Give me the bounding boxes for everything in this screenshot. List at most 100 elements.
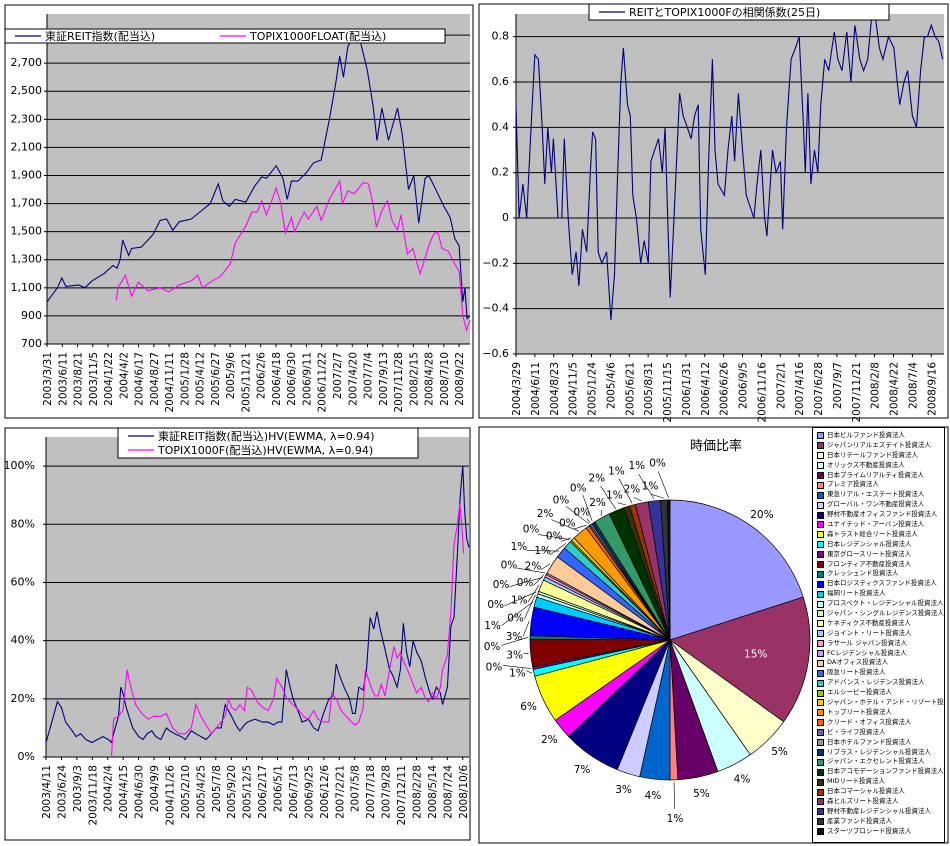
- y-tick-label: 2,500: [11, 84, 43, 97]
- x-tick-label: 2007/5/8: [350, 765, 362, 812]
- x-tick-label: 2003/11/5: [88, 352, 100, 406]
- legend-swatch: [817, 580, 824, 588]
- pie-title: 時価比率: [690, 438, 742, 454]
- x-tick-label: 2006/12/6: [319, 765, 331, 819]
- leader-line: [516, 567, 545, 574]
- pie-slice: [669, 596, 811, 723]
- x-tick-label: 2005/8/31: [643, 362, 655, 416]
- y-tick-label: 0: [502, 211, 509, 224]
- x-tick-label: 2004/1/22: [103, 352, 115, 406]
- plot-area: [516, 14, 944, 354]
- pie-legend-item: 野村不動産オフィスファンド投資法人: [817, 510, 944, 520]
- leader-line: [522, 620, 530, 637]
- legend-label: 東急リアル・エステート投資法人: [827, 490, 925, 499]
- pie-legend-item: 野村不動産レジデンシャル投資法人: [817, 807, 944, 817]
- line-chart-1: 700 900 1,100 1,300 1,500 1,700 1,900 2,100 2,30…: [4, 4, 474, 419]
- leader-line: [566, 506, 589, 524]
- pie-data-label: 0%: [507, 613, 524, 625]
- pie-legend-item: プレミア投資法人: [817, 480, 944, 490]
- legend-label: FCレジデンシャル投資法人: [827, 648, 907, 657]
- pie-data-label: 20%: [750, 509, 773, 521]
- y-tick-label: 1,500: [11, 225, 43, 238]
- x-tick-label: 2008/2/15: [408, 352, 420, 406]
- x-tick-label: 2007/2/7: [332, 352, 344, 399]
- y-tick-label: 0%: [18, 750, 35, 763]
- series-line-2: [110, 503, 465, 758]
- pie-legend-item: DAオフィス投資法人: [817, 658, 944, 668]
- pie-data-label: 0%: [486, 662, 503, 674]
- x-tick-label: 2004/6/11: [530, 362, 542, 416]
- leader-line: [501, 637, 529, 646]
- legend-label: プロスペクト・レジデンシャル投資法人: [827, 599, 944, 608]
- x-tick-label: 2004/11/5: [568, 362, 580, 416]
- legend-label: グローバル・ワン不動産投資法人: [827, 500, 925, 509]
- pie-data-label: 15%: [744, 649, 767, 661]
- legend-label: 日本ビルファンド投資法人: [827, 431, 905, 439]
- series-line-2: [115, 179, 471, 332]
- leader-line: [504, 591, 537, 607]
- x-tick-label: 2006/11/16: [756, 362, 768, 423]
- pie-legend-item: オリックス不動産投資法人: [817, 461, 944, 471]
- leader-line: [533, 574, 545, 586]
- x-tick-label: 2005/12/5: [242, 765, 254, 819]
- x-tick-label: 2005/4/12: [195, 352, 207, 406]
- x-tick-label: 2005/11/15: [662, 362, 674, 423]
- pie-legend-item: クレッシェンド投資法人: [817, 569, 944, 579]
- pie-data-label: 0%: [517, 577, 534, 589]
- legend-label: 森ヒルズリート投資法人: [827, 796, 899, 805]
- legend-label: MIDリート投資法人: [827, 777, 886, 786]
- pie-legend-item: 日本ロジスティクスファンド投資法人: [817, 579, 944, 589]
- pie-data-label: 1%: [511, 595, 528, 607]
- legend-swatch: [817, 719, 824, 727]
- legend-swatch: [817, 481, 824, 489]
- pie-legend-item: ユナイテッド・アーバン投資法人: [817, 520, 944, 530]
- x-tick-label: 2007/12/11: [396, 765, 408, 826]
- x-tick-label: 2007/7/4: [363, 352, 375, 399]
- pie-legend-item: ジャパンリアルエステイト投資法人: [817, 441, 944, 451]
- pie-legend-item: ケネディクス不動産投資法人: [817, 619, 944, 629]
- pie-legend-item: ビ・ライフ投資法人: [817, 728, 944, 738]
- legend-swatch: [817, 610, 824, 618]
- x-tick-label: 2007/9/7: [832, 362, 844, 409]
- pie-data-label: 0%: [570, 483, 587, 495]
- leader-line: [600, 509, 603, 516]
- pie-legend-item: エルシーピー投資法人: [817, 688, 944, 698]
- legend-label: ジャパン・エクセレント投資法人: [827, 757, 925, 766]
- legend-label: ジャパン・シングルレジデンス投資法人: [827, 609, 944, 618]
- pie-data-label: 1%: [509, 667, 526, 679]
- legend-label: 日本コマーシャル投資法人: [827, 787, 905, 796]
- x-tick-label: 2005/1/28: [179, 352, 191, 406]
- x-tick-label: 2008/10/6: [458, 765, 470, 819]
- x-tick-label: 2008/7/4: [907, 362, 919, 409]
- pie-data-label: 7%: [574, 764, 591, 776]
- x-tick-label: 2006/9/11: [301, 352, 313, 406]
- legend-swatch: [817, 600, 824, 608]
- legend-label: エルシーピー投資法人: [827, 688, 892, 697]
- pie-data-label: 5%: [693, 788, 710, 800]
- pie-data-label: 0%: [573, 506, 590, 518]
- x-tick-label: 2004/11/11: [164, 352, 176, 413]
- pie-legend-item: 日本コマーシャル投資法人: [817, 787, 944, 797]
- pie-data-label: 2%: [589, 497, 606, 509]
- x-tick-label: 2004/8/27: [149, 352, 161, 406]
- legend-label: オリックス不動産投資法人: [827, 460, 905, 469]
- legend-swatch: [817, 659, 824, 667]
- line-chart-3: 0% 20% 40% 60% 80% 100% 2003/4/11 2003/6/24 2003…: [4, 427, 471, 841]
- pie-data-label: 3%: [615, 784, 632, 796]
- x-tick-label: 2008/7/24: [442, 765, 454, 819]
- x-tick-label: 2004/11/26: [164, 765, 176, 826]
- y-tick-label: −0.6: [482, 347, 509, 360]
- pie-data-label: 0%: [484, 641, 501, 653]
- legend-label: 日本リテールファンド投資法人: [827, 450, 918, 459]
- pie-data-label: 4%: [645, 790, 662, 802]
- legend-swatch: [817, 452, 824, 460]
- pie-legend-item: スターツプロシード投資法人: [817, 827, 944, 837]
- x-tick-label: 2007/7/18: [365, 765, 377, 819]
- legend-label: 野村不動産レジデンシャル投資法人: [827, 806, 931, 815]
- leader-line: [573, 524, 587, 530]
- pie-data-label: 1%: [511, 541, 528, 553]
- pie-data-label: 1%: [606, 489, 623, 501]
- y-tick-label: 1,700: [11, 197, 43, 210]
- legend-label: ケネディクス不動産投資法人: [827, 618, 911, 627]
